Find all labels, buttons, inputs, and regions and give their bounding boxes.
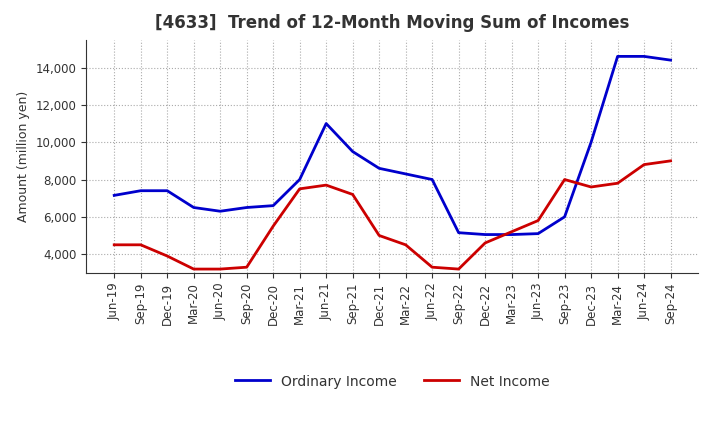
Ordinary Income — [136, 188, 145, 193]
Ordinary Income — [110, 193, 119, 198]
Net Income — [428, 264, 436, 270]
Ordinary Income — [348, 149, 357, 154]
Ordinary Income — [534, 231, 542, 236]
Net Income — [322, 183, 330, 188]
Net Income — [560, 177, 569, 182]
Net Income — [269, 224, 277, 229]
Ordinary Income — [613, 54, 622, 59]
Ordinary Income — [375, 166, 384, 171]
Net Income — [508, 229, 516, 235]
Ordinary Income — [163, 188, 171, 193]
Net Income — [295, 186, 304, 191]
Net Income — [216, 267, 225, 272]
Ordinary Income — [243, 205, 251, 210]
Ordinary Income — [481, 232, 490, 237]
Ordinary Income — [428, 177, 436, 182]
Ordinary Income — [640, 54, 649, 59]
Ordinary Income — [587, 139, 595, 145]
Net Income — [640, 162, 649, 167]
Legend: Ordinary Income, Net Income: Ordinary Income, Net Income — [230, 369, 555, 394]
Ordinary Income — [454, 230, 463, 235]
Net Income — [481, 240, 490, 246]
Net Income — [136, 242, 145, 247]
Ordinary Income — [295, 177, 304, 182]
Net Income — [189, 267, 198, 272]
Ordinary Income — [560, 214, 569, 220]
Ordinary Income — [401, 171, 410, 176]
Line: Net Income: Net Income — [114, 161, 670, 269]
Ordinary Income — [322, 121, 330, 126]
Net Income — [613, 180, 622, 186]
Net Income — [243, 264, 251, 270]
Net Income — [534, 218, 542, 223]
Net Income — [163, 253, 171, 259]
Net Income — [401, 242, 410, 247]
Ordinary Income — [189, 205, 198, 210]
Ordinary Income — [216, 209, 225, 214]
Y-axis label: Amount (million yen): Amount (million yen) — [17, 91, 30, 222]
Net Income — [110, 242, 119, 247]
Ordinary Income — [508, 232, 516, 237]
Net Income — [375, 233, 384, 238]
Title: [4633]  Trend of 12-Month Moving Sum of Incomes: [4633] Trend of 12-Month Moving Sum of I… — [156, 15, 629, 33]
Net Income — [666, 158, 675, 164]
Net Income — [454, 267, 463, 272]
Line: Ordinary Income: Ordinary Income — [114, 56, 670, 235]
Ordinary Income — [666, 58, 675, 63]
Ordinary Income — [269, 203, 277, 208]
Net Income — [348, 192, 357, 197]
Net Income — [587, 184, 595, 190]
